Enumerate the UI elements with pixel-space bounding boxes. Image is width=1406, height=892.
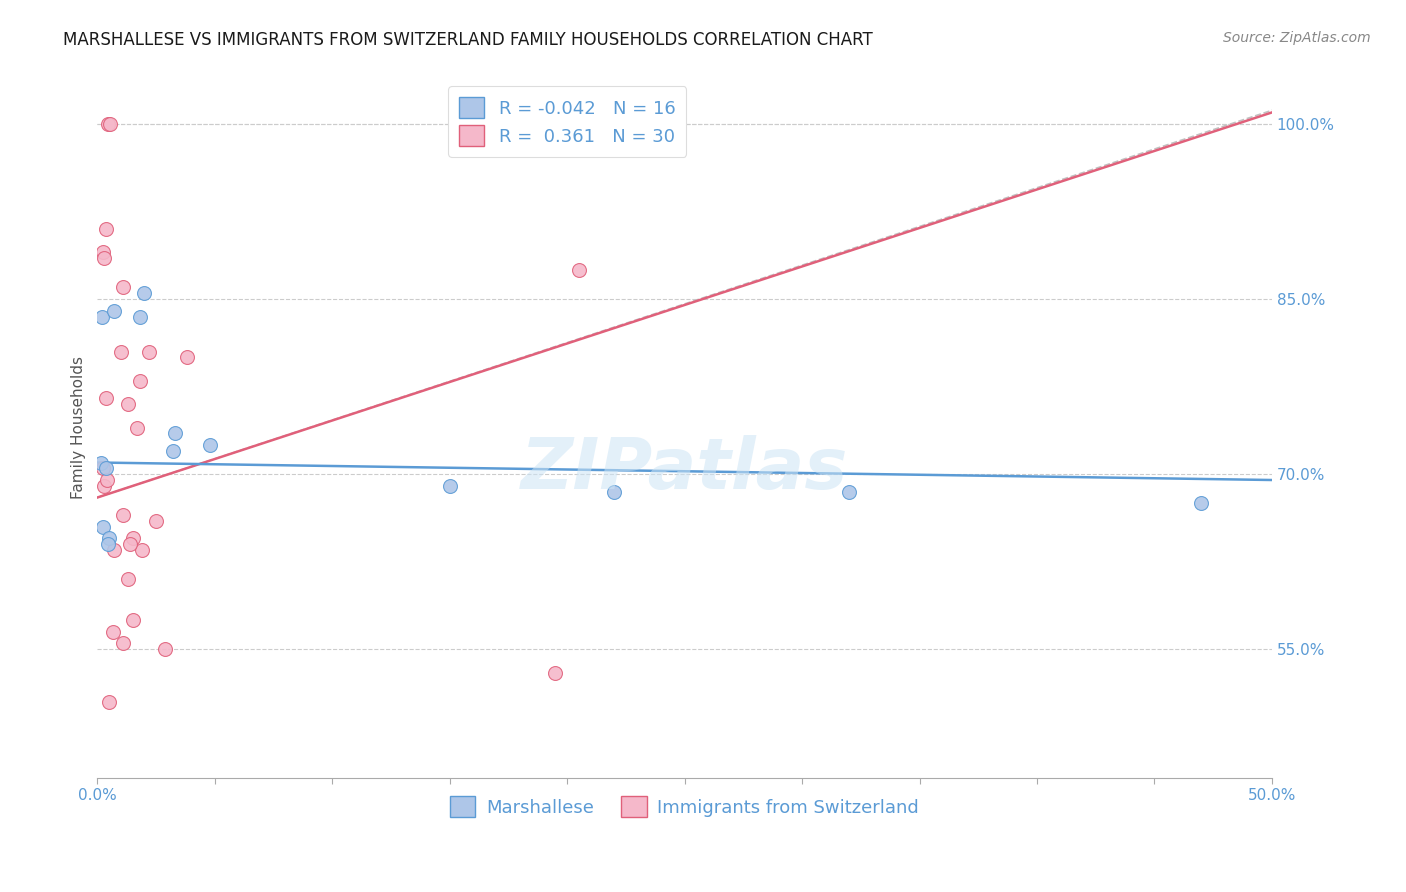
Point [117,572,139,586]
Point [91,310,114,324]
Point [96,473,118,487]
Point [176,351,198,365]
Point [91,245,114,260]
Point [112,636,135,650]
Point [94,392,117,406]
Point [94,222,117,236]
Point [128,310,150,324]
Point [838,484,860,499]
Point [93,252,115,266]
Point [97,537,120,551]
Text: Source: ZipAtlas.com: Source: ZipAtlas.com [1223,31,1371,45]
Point [568,263,591,277]
Point [90,456,112,470]
Point [98,695,121,709]
Point [544,665,567,680]
Point [94,461,117,475]
Point [121,532,143,546]
Point [127,420,149,434]
Y-axis label: Family Households: Family Households [72,356,86,499]
Point [163,426,186,441]
Point [603,484,626,499]
Point [131,543,153,558]
Point [91,519,114,533]
Text: MARSHALLESE VS IMMIGRANTS FROM SWITZERLAND FAMILY HOUSEHOLDS CORRELATION CHART: MARSHALLESE VS IMMIGRANTS FROM SWITZERLA… [63,31,873,49]
Point [93,479,115,493]
Point [439,479,461,493]
Point [145,514,167,528]
Point [112,508,135,522]
Point [1189,496,1212,510]
Text: ZIPatlas: ZIPatlas [522,435,848,504]
Point [117,397,139,411]
Legend: Marshallese, Immigrants from Switzerland: Marshallese, Immigrants from Switzerland [443,789,927,824]
Point [91,461,114,475]
Point [103,543,125,558]
Point [162,443,184,458]
Point [112,280,135,294]
Point [98,532,121,546]
Point [121,613,143,627]
Point [101,624,124,639]
Point [155,642,177,657]
Point [120,537,142,551]
Point [97,117,120,131]
Point [103,303,125,318]
Point [110,344,132,359]
Point [198,438,221,452]
Point [128,374,150,388]
Point [134,286,156,301]
Point [138,344,160,359]
Point [98,117,121,131]
